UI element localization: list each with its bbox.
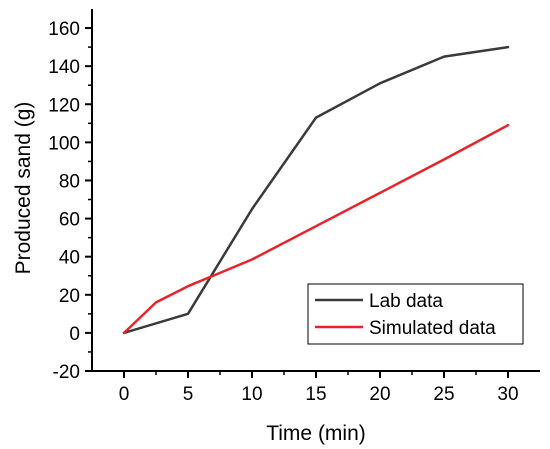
x-tick-label: 20 xyxy=(369,384,390,405)
x-ticks: 0 5 10 15 20 25 30 xyxy=(119,371,519,405)
y-tick-label: 140 xyxy=(48,57,80,78)
y-tick-label: 100 xyxy=(48,133,80,154)
x-axis-title: Time (min) xyxy=(266,422,366,445)
legend: Lab data Simulated data xyxy=(307,283,524,345)
y-tick-label: 40 xyxy=(59,248,80,269)
y-tick-label: 20 xyxy=(59,286,80,307)
x-tick-label: 15 xyxy=(305,384,326,405)
legend-label: Lab data xyxy=(369,291,443,312)
series-line-lab-data xyxy=(122,45,510,335)
series-line-simulated-data xyxy=(122,123,510,335)
legend-label: Simulated data xyxy=(369,318,496,339)
y-tick-label: 80 xyxy=(59,171,80,192)
y-tick-label: 120 xyxy=(48,95,80,116)
y-ticks: -20 0 20 40 60 80 100 120 140 160 xyxy=(48,19,92,383)
x-tick-label: 30 xyxy=(497,384,518,405)
y-tick-label: 60 xyxy=(59,210,80,231)
x-tick-label: 25 xyxy=(433,384,454,405)
y-tick-label: 160 xyxy=(48,19,80,40)
y-tick-label: 0 xyxy=(69,324,80,345)
legend-box xyxy=(307,283,524,345)
x-tick-label: 0 xyxy=(119,384,130,405)
y-axis-title: Produced sand (g) xyxy=(12,102,35,275)
series-layer xyxy=(122,45,510,335)
x-tick-label: 5 xyxy=(183,384,194,405)
y-tick-label: -20 xyxy=(53,362,80,383)
x-tick-label: 10 xyxy=(241,384,262,405)
